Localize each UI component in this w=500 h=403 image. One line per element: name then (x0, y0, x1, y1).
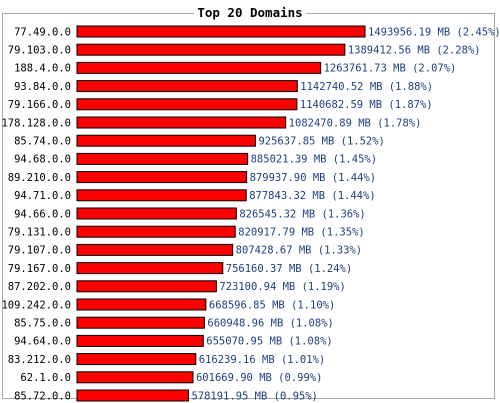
bar (76, 207, 237, 220)
category-label: 79.107.0.0 (8, 245, 71, 257)
value-label: 1082470.89 MB (1.78%) (289, 117, 422, 129)
value-label: 1142740.52 MB (1.88%) (300, 81, 433, 93)
bar (76, 171, 248, 184)
bar (76, 334, 204, 347)
value-label: 756160.37 MB (1.24%) (226, 263, 352, 275)
value-label: 1493956.19 MB (2.45%) (368, 26, 500, 38)
bar (76, 25, 366, 38)
value-label: 723100.94 MB (1.19%) (219, 281, 345, 293)
bar (76, 43, 346, 56)
bar (76, 262, 224, 275)
bar (76, 389, 189, 402)
value-label: 925637.85 MB (1.52%) (258, 136, 384, 148)
value-label: 655070.95 MB (1.08%) (206, 336, 332, 348)
value-label: 668596.85 MB (1.10%) (209, 299, 335, 311)
value-label: 877843.32 MB (1.44%) (249, 190, 375, 202)
bar (76, 61, 322, 74)
value-label: 826545.32 MB (1.36%) (239, 208, 365, 220)
bar (76, 353, 197, 366)
category-label: 188.4.0.0 (14, 63, 71, 75)
category-label: 85.74.0.0 (14, 136, 71, 148)
category-label: 94.68.0.0 (14, 154, 71, 166)
category-label: 79.166.0.0 (8, 99, 71, 111)
bar (76, 98, 298, 111)
value-label: 578191.95 MB (0.95%) (191, 390, 317, 402)
bar (76, 152, 249, 165)
bar (76, 243, 234, 256)
category-label: 85.75.0.0 (14, 318, 71, 330)
category-label: 178.128.0.0 (1, 117, 71, 129)
bar (76, 280, 217, 293)
value-label: 820917.79 MB (1.35%) (238, 227, 364, 239)
bar (76, 189, 247, 202)
bar (76, 134, 256, 147)
bar (76, 371, 194, 384)
category-label: 94.71.0.0 (14, 190, 71, 202)
category-label: 79.103.0.0 (8, 45, 71, 57)
category-label: 94.64.0.0 (14, 336, 71, 348)
value-label: 601669.90 MB (0.99%) (196, 372, 322, 384)
category-label: 83.212.0.0 (8, 354, 71, 366)
category-label: 94.66.0.0 (14, 208, 71, 220)
value-label: 807428.67 MB (1.33%) (236, 245, 362, 257)
value-label: 1263761.73 MB (2.07%) (324, 63, 457, 75)
category-label: 77.49.0.0 (14, 26, 71, 38)
value-label: 1140682.59 MB (1.87%) (300, 99, 433, 111)
bar (76, 80, 298, 93)
category-label: 79.131.0.0 (8, 227, 71, 239)
category-label: 93.84.0.0 (14, 81, 71, 93)
category-label: 85.72.0.0 (14, 390, 71, 402)
bar (76, 225, 236, 238)
category-label: 79.167.0.0 (8, 263, 71, 275)
category-label: 109.242.0.0 (1, 299, 71, 311)
value-label: 616239.16 MB (1.01%) (199, 354, 325, 366)
value-label: 1389412.56 MB (2.28%) (348, 45, 481, 57)
category-label: 62.1.0.0 (20, 372, 71, 384)
value-label: 885021.39 MB (1.45%) (251, 154, 377, 166)
category-label: 89.210.0.0 (8, 172, 71, 184)
value-label: 879937.90 MB (1.44%) (250, 172, 376, 184)
bar (76, 116, 287, 129)
bar (76, 298, 207, 311)
category-label: 87.202.0.0 (8, 281, 71, 293)
value-label: 660948.96 MB (1.08%) (207, 318, 333, 330)
bar (76, 316, 205, 329)
